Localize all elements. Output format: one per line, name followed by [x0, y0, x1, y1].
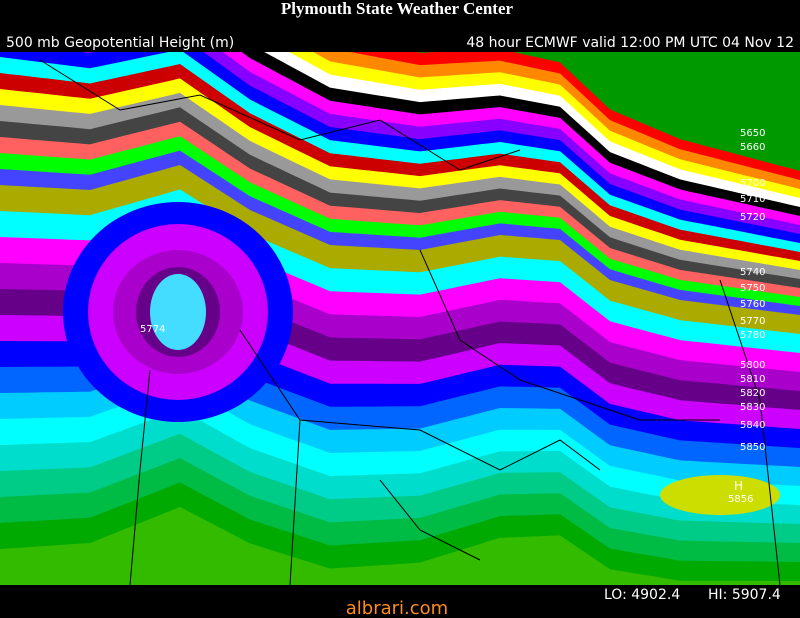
border-line [129, 369, 151, 585]
border-line [39, 59, 521, 171]
field-label: 500 mb Geopotential Height (m) [6, 35, 234, 51]
height-band [0, 506, 800, 585]
watermark: albrari.com [346, 598, 448, 618]
hi-value: HI: 5907.4 [708, 587, 781, 603]
title: Plymouth State Weather Center [281, 0, 514, 18]
map [0, 52, 800, 585]
contour-label: 5660 [740, 142, 765, 153]
border-line [289, 419, 301, 585]
contour-label: 5770 [740, 316, 765, 327]
contour-label: 5750 [740, 283, 765, 294]
low-label: 5774 [140, 324, 165, 335]
low-ring [150, 274, 206, 350]
border-line [719, 279, 781, 585]
contour-label: 5840 [740, 420, 765, 431]
contour-label: 5700 [740, 178, 765, 189]
contour-label: 5850 [740, 442, 765, 453]
contour-label: 5740 [740, 267, 765, 278]
border-line [239, 329, 601, 471]
contour-label: 5650 [740, 128, 765, 139]
contour-label: 5710 [740, 194, 765, 205]
contour-label: 5780 [740, 330, 765, 341]
contour-label: 5800 [740, 360, 765, 371]
high-label: 5856 [728, 494, 753, 505]
border-line [419, 249, 720, 421]
contour-label: 5830 [740, 402, 765, 413]
high-area [660, 475, 780, 515]
valid-label: 48 hour ECMWF valid 12:00 PM UTC 04 Nov … [466, 35, 794, 51]
contour-label: 5760 [740, 299, 765, 310]
contour-label: 5810 [740, 374, 765, 385]
contour-label: 5720 [740, 212, 765, 223]
high-marker: H [734, 479, 743, 493]
border-line [379, 479, 481, 561]
contour-label: 5820 [740, 388, 765, 399]
lo-value: LO: 4902.4 [604, 587, 680, 603]
